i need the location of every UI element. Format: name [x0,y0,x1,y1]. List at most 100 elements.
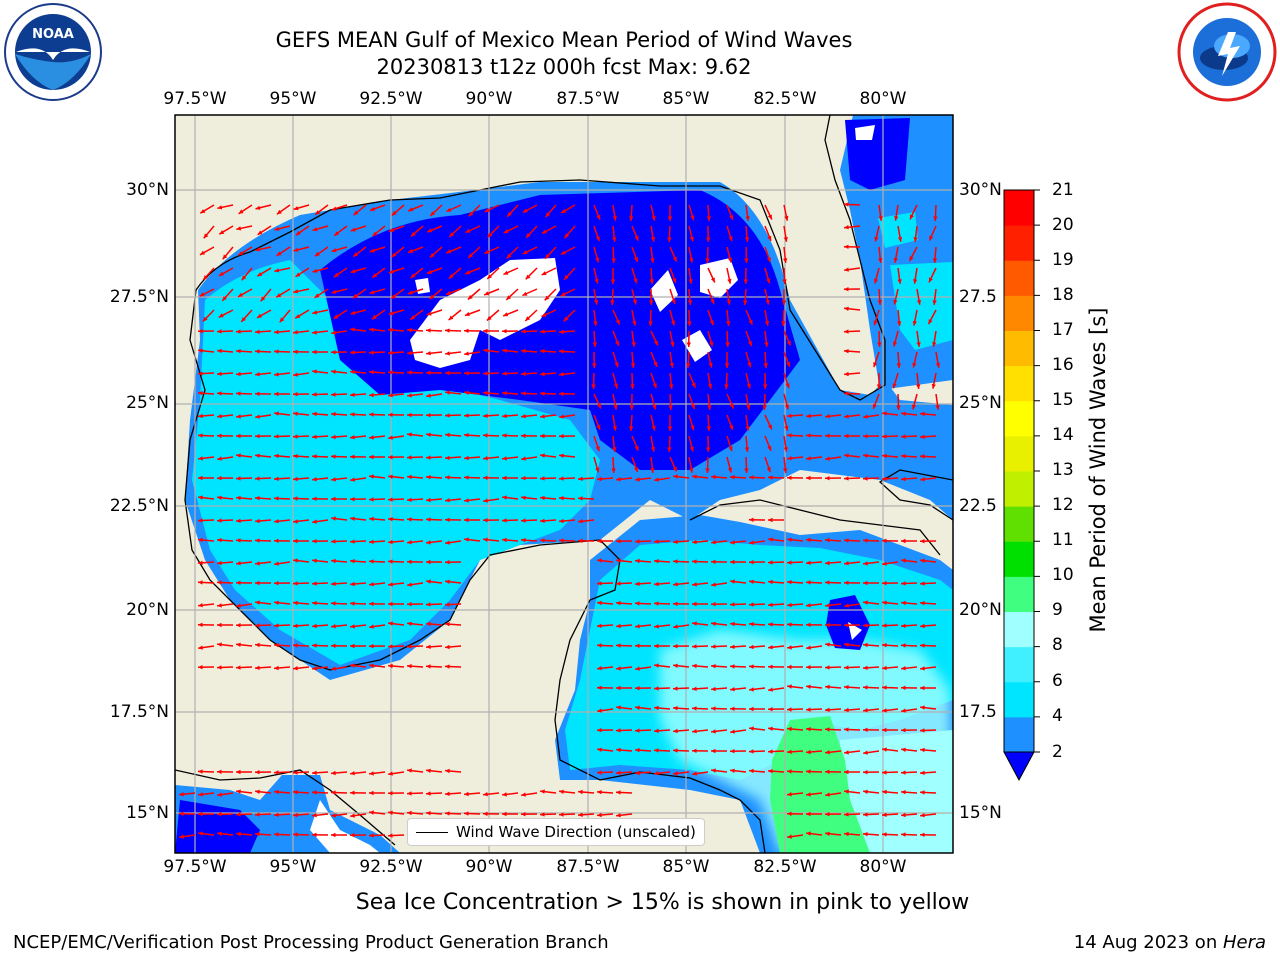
direction-arrowhead [667,447,672,452]
direction-arrowhead [521,391,526,396]
direction-arrowhead [559,476,564,481]
direction-arrowhead [312,623,317,629]
direction-arrowhead [467,294,473,300]
direction-arrowhead [897,321,902,326]
direction-arrowhead [388,393,393,398]
direction-arrowhead [502,811,507,817]
direction-arrowhead [312,330,317,335]
direction-arrowhead [616,477,621,482]
direction-arrowhead [635,770,640,776]
direction-arrowhead [445,390,450,395]
direction-arrowhead [331,289,337,294]
direction-arrowhead [597,728,602,733]
direction-arrowhead [198,371,203,376]
direction-arrowhead [768,749,773,754]
direction-arrowhead [255,812,260,817]
direction-arrowhead [920,434,925,439]
direction-arrowhead [274,372,279,377]
direction-arrowhead [781,300,787,305]
direction-arrowhead [901,812,906,818]
direction-arrowhead [844,244,849,249]
direction-arrowhead [806,665,811,670]
direction-arrowhead [217,560,222,566]
direction-arrowhead [806,456,811,461]
direction-arrowhead [614,362,619,368]
direction-arrowhead [255,453,260,458]
direction-arrowhead [236,561,241,566]
direction-arrowhead [293,600,298,606]
direction-arrowhead [369,327,374,332]
direction-arrowhead [844,538,849,543]
direction-arrowhead [502,329,507,334]
direction-arrowhead [522,208,528,213]
direction-arrowhead [892,383,897,389]
direction-arrowhead [686,363,691,368]
colorbar-segment [1004,295,1034,331]
direction-arrowhead [407,432,412,437]
direction-arrowhead [616,581,621,586]
direction-arrowhead [706,216,711,221]
direction-arrowhead [388,455,393,460]
direction-arrowhead [350,477,355,482]
direction-arrowhead [629,405,634,410]
direction-arrowhead [222,296,227,301]
direction-arrowhead [483,413,488,418]
direction-arrowhead [806,433,811,438]
direction-arrowhead [616,747,621,753]
direction-arrowhead [410,231,416,237]
direction-arrowhead [611,258,616,263]
direction-arrowhead [312,558,317,563]
direction-arrowhead [616,685,621,691]
direction-arrowhead [724,384,729,389]
direction-arrowhead [274,561,279,566]
colorbar-segment [1004,400,1034,437]
direction-arrowhead [892,341,898,347]
direction-arrowhead [667,216,673,221]
direction-arrowhead [654,771,659,776]
direction-arrowhead [407,517,412,522]
direction-arrowhead [689,467,694,473]
direction-arrowhead [372,273,378,278]
direction-arrowhead [932,342,937,347]
direction-arrowhead [217,518,222,523]
direction-arrowhead [893,299,898,305]
direction-arrowhead [654,643,659,649]
direction-arrowhead [597,558,602,563]
direction-arrowhead [408,207,414,212]
direction-arrowhead [426,540,431,545]
direction-arrowhead [217,391,222,396]
direction-arrowhead [217,433,222,438]
direction-arrowhead [202,316,208,322]
direction-arrowhead [236,789,241,794]
direction-arrowhead [634,235,639,241]
direction-arrowhead [825,792,830,797]
colorbar-extend-triangle [1003,751,1035,782]
direction-arrowhead [692,601,697,607]
direction-arrowhead [276,293,282,298]
direction-arrowhead [559,496,564,501]
direction-arrowhead [464,791,469,797]
direction-arrowhead [274,349,279,354]
direction-arrowhead [503,312,509,317]
direction-arrowhead [407,810,412,816]
direction-arrowhead [331,412,336,417]
direction-arrowhead [730,621,735,627]
direction-arrowhead [353,210,359,216]
direction-arrowhead [654,705,659,711]
direction-arrowhead [388,539,393,545]
direction-arrowhead [410,273,416,279]
direction-arrowhead [293,476,298,482]
direction-arrowhead [388,497,393,502]
direction-arrowhead [503,270,509,275]
direction-arrowhead [445,644,450,650]
direction-arrowhead [730,540,735,545]
direction-arrowhead [844,812,849,817]
direction-arrowhead [654,748,659,753]
direction-arrowhead [483,390,488,396]
direction-arrowhead [369,454,374,460]
direction-arrowhead [331,666,336,671]
direction-arrowhead [449,232,455,237]
direction-arrowhead [312,477,317,482]
direction-arrowhead [616,601,621,606]
direction-arrowhead [882,411,887,416]
